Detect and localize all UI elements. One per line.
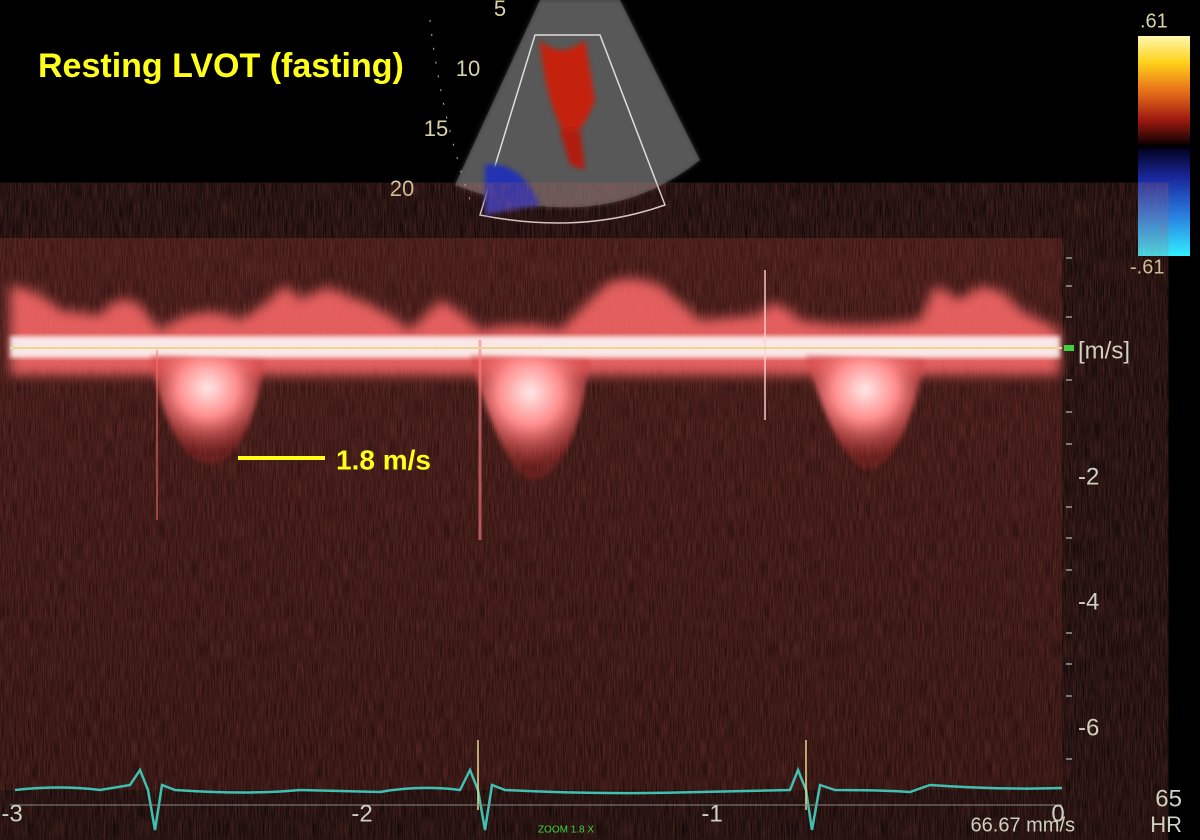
scale-bottom: -.61 (1130, 256, 1164, 278)
ecg (14, 740, 1063, 831)
annotation: 1.8 m/s (336, 444, 431, 475)
depth-label: 5 (494, 0, 506, 21)
scale-top: .61 (1140, 10, 1168, 32)
x-tick-label: -3 (1, 800, 22, 827)
hr-value: 65 (1155, 785, 1182, 812)
velocity-axis: [m/s] -2 -4 -6 (1064, 257, 1130, 760)
title: Resting LVOT (fasting) (38, 47, 404, 85)
depth-label: 20 (390, 176, 414, 201)
hr-label: HR (1150, 812, 1182, 837)
axis-unit: [m/s] (1078, 337, 1130, 364)
doppler-spectrum (0, 238, 1062, 790)
x-tick-label: 0 (1051, 800, 1064, 827)
zoom-label: ZOOM 1.8 X (538, 825, 594, 836)
sweep-speed: 66.67 mm/s (971, 814, 1075, 836)
y-tick-label: -6 (1078, 714, 1099, 741)
color-scale: .61 -.61 (1130, 10, 1190, 278)
sector-image: 5 10 15 20 (390, 0, 700, 224)
time-axis: -3 -2 -1 0 (1, 800, 1064, 827)
y-tick-label: -4 (1078, 588, 1099, 615)
x-tick-label: -2 (351, 800, 372, 827)
depth-label: 10 (456, 56, 480, 81)
y-tick-label: -2 (1078, 463, 1099, 490)
x-tick-label: -1 (701, 800, 722, 827)
depth-label: 15 (424, 116, 448, 141)
